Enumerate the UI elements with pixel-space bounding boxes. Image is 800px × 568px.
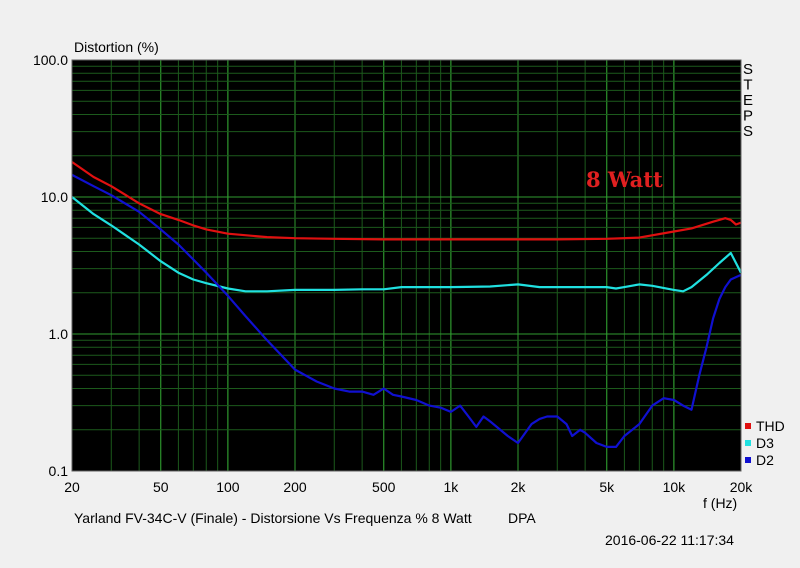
series-lines bbox=[71, 161, 742, 448]
side-label-letter: E bbox=[743, 92, 753, 109]
x-tick-label: 500 bbox=[372, 479, 396, 495]
legend-label: D3 bbox=[756, 435, 774, 451]
x-tick-label: 20k bbox=[730, 479, 754, 495]
plot-border bbox=[71, 59, 742, 472]
x-axis-label: f (Hz) bbox=[703, 495, 737, 511]
y-tick-label: 0.1 bbox=[49, 463, 69, 479]
y-tick-label: 1.0 bbox=[49, 326, 69, 342]
footer-tag: DPA bbox=[508, 510, 536, 526]
plot-area bbox=[72, 60, 741, 471]
legend-swatch bbox=[745, 423, 751, 429]
side-label-letter: T bbox=[743, 77, 752, 94]
x-tick-labels: 20 50 100 200 500 1k 2k 5k 10k 20k bbox=[64, 479, 753, 495]
y-tick-label: 100.0 bbox=[33, 52, 68, 68]
x-tick-label: 50 bbox=[153, 479, 169, 495]
x-tick-label: 200 bbox=[283, 479, 307, 495]
x-tick-label: 2k bbox=[511, 479, 527, 495]
timestamp: 2016-06-22 11:17:34 bbox=[605, 532, 734, 548]
series-line-d3 bbox=[71, 196, 742, 293]
legend-label: D2 bbox=[756, 452, 774, 468]
x-tick-label: 1k bbox=[443, 479, 459, 495]
chart-annotation: 8 Watt bbox=[586, 167, 663, 192]
y-axis-label: Distortion (%) bbox=[74, 39, 159, 55]
series-line-thd bbox=[71, 161, 742, 241]
legend-label: THD bbox=[756, 418, 785, 434]
footer-title: Yarland FV-34C-V (Finale) - Distorsione … bbox=[74, 510, 472, 526]
side-label-letter: S bbox=[743, 61, 753, 78]
series-line-d2 bbox=[71, 173, 742, 448]
x-tick-label: 10k bbox=[663, 479, 687, 495]
legend-swatch bbox=[745, 457, 751, 463]
x-tick-label: 100 bbox=[216, 479, 240, 495]
side-label-letter: P bbox=[743, 108, 753, 125]
y-tick-labels: 100.0 10.0 1.0 0.1 bbox=[33, 52, 68, 479]
y-tick-label: 10.0 bbox=[41, 189, 68, 205]
x-tick-label: 5k bbox=[599, 479, 615, 495]
legend-swatch bbox=[745, 440, 751, 446]
side-label-letter: S bbox=[743, 123, 753, 140]
x-tick-label: 20 bbox=[64, 479, 80, 495]
